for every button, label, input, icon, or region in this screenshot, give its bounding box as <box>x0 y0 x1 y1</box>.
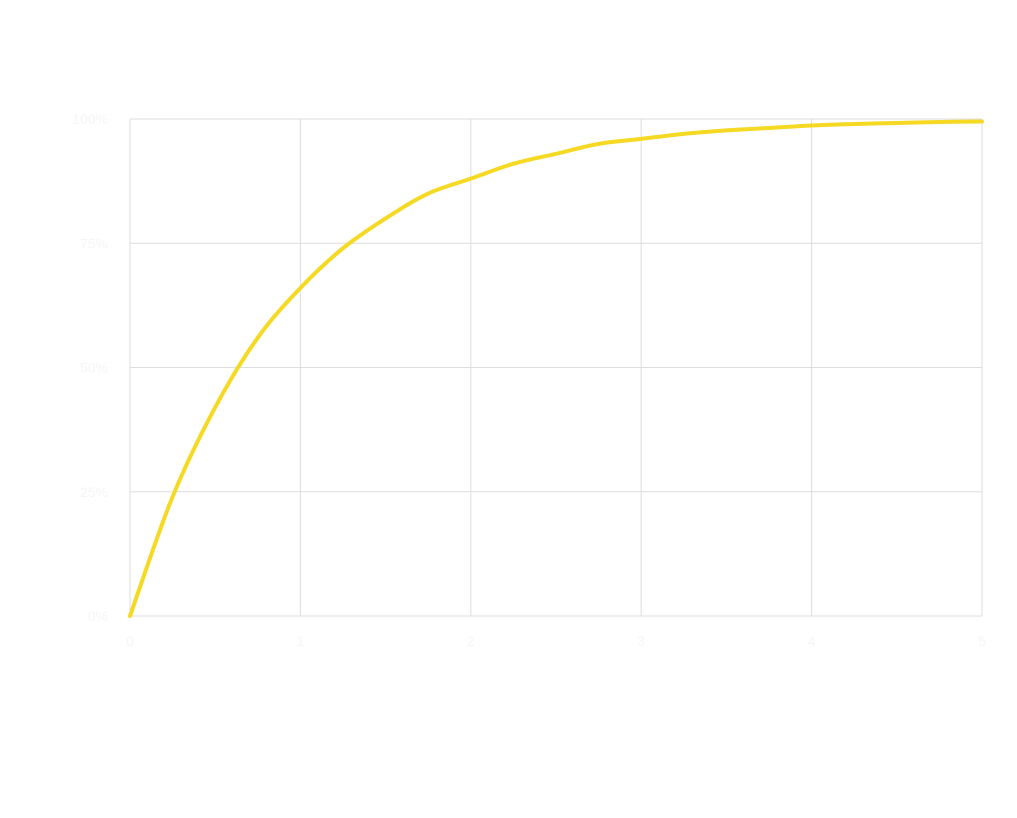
y-tick-label: 75% <box>80 235 108 251</box>
x-tick-label: 4 <box>808 633 816 649</box>
y-tick-label: 25% <box>80 484 108 500</box>
y-tick-label: 50% <box>80 360 108 376</box>
y-tick-label: 100% <box>72 111 108 127</box>
x-tick-label: 2 <box>467 633 475 649</box>
series-line <box>128 119 984 618</box>
x-tick-label: 5 <box>978 633 986 649</box>
x-tick-label: 0 <box>126 633 134 649</box>
y-tick-label: 0% <box>88 608 108 624</box>
x-tick-label: 3 <box>637 633 645 649</box>
x-tick-label: 1 <box>297 633 305 649</box>
